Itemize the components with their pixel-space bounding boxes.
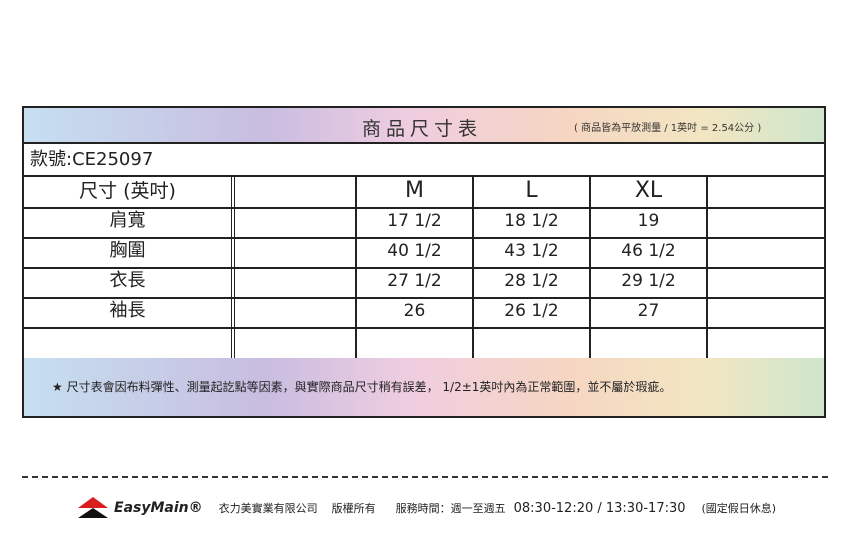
row-value: 28 1/2 — [474, 267, 591, 297]
size-col — [235, 177, 357, 207]
holiday-note: (國定假日休息) — [701, 502, 777, 515]
size-header-row: 尺寸 (英吋) M L XL — [24, 177, 824, 209]
size-chart-table: 商品尺寸表 ( 商品皆為平放測量 / 1英吋 = 2.54公分 ) 款號:CE2… — [22, 106, 826, 418]
size-col-xl: XL — [591, 177, 708, 207]
row-value: 17 1/2 — [357, 207, 474, 237]
easymain-logo-icon — [78, 497, 108, 519]
table-row: 袖長 26 26 1/2 27 — [24, 297, 824, 329]
size-col-l: L — [474, 177, 591, 207]
row-value — [708, 267, 824, 297]
row-value: 27 1/2 — [357, 267, 474, 297]
row-value — [591, 327, 708, 358]
row-label: 肩寬 — [24, 207, 235, 237]
row-label: 衣長 — [24, 267, 235, 297]
size-col — [708, 177, 824, 207]
row-value: 26 — [357, 297, 474, 327]
row-value — [708, 327, 824, 358]
row-label — [24, 327, 235, 358]
row-value — [235, 267, 357, 297]
row-value — [235, 207, 357, 237]
row-value: 40 1/2 — [357, 237, 474, 267]
table-row: 肩寬 17 1/2 18 1/2 19 — [24, 207, 824, 239]
style-number: 款號:CE25097 — [24, 142, 824, 177]
measurement-note: ★ 尺寸表會因布料彈性、測量起訖點等因素，與實際商品尺寸稍有誤差， 1/2±1英… — [24, 358, 824, 416]
size-unit-label: 尺寸 (英吋) — [24, 177, 235, 207]
row-value: 27 — [591, 297, 708, 327]
row-value — [708, 237, 824, 267]
table-row: 衣長 27 1/2 28 1/2 29 1/2 — [24, 267, 824, 299]
row-value: 46 1/2 — [591, 237, 708, 267]
service-hours: 08:30-12:20 / 13:30-17:30 — [513, 500, 686, 516]
table-title: 商品尺寸表 — [362, 118, 483, 140]
row-value: 18 1/2 — [474, 207, 591, 237]
row-label: 胸圍 — [24, 237, 235, 267]
row-value — [474, 327, 591, 358]
row-value — [235, 327, 357, 358]
table-row — [24, 327, 824, 360]
row-value — [235, 237, 357, 267]
footer: EasyMain® 衣力美實業有限公司 版權所有 服務時間：週一至週五 08:3… — [78, 496, 776, 520]
row-value: 29 1/2 — [591, 267, 708, 297]
divider — [22, 476, 828, 478]
size-col-m: M — [357, 177, 474, 207]
hours-label: 服務時間：週一至週五 — [395, 502, 506, 515]
row-value — [235, 297, 357, 327]
row-value: 43 1/2 — [474, 237, 591, 267]
row-value — [708, 297, 824, 327]
row-label: 袖長 — [24, 297, 235, 327]
row-value: 19 — [591, 207, 708, 237]
row-value — [708, 207, 824, 237]
brand-name: EasyMain® — [114, 500, 203, 516]
table-subtitle: ( 商品皆為平放測量 / 1英吋 = 2.54公分 ) — [574, 123, 762, 134]
company-name: 衣力美實業有限公司 — [218, 502, 318, 515]
table-row: 胸圍 40 1/2 43 1/2 46 1/2 — [24, 237, 824, 269]
copyright: 版權所有 — [331, 502, 376, 515]
row-value — [357, 327, 474, 358]
row-value: 26 1/2 — [474, 297, 591, 327]
table-header: 商品尺寸表 ( 商品皆為平放測量 / 1英吋 = 2.54公分 ) — [24, 108, 824, 144]
